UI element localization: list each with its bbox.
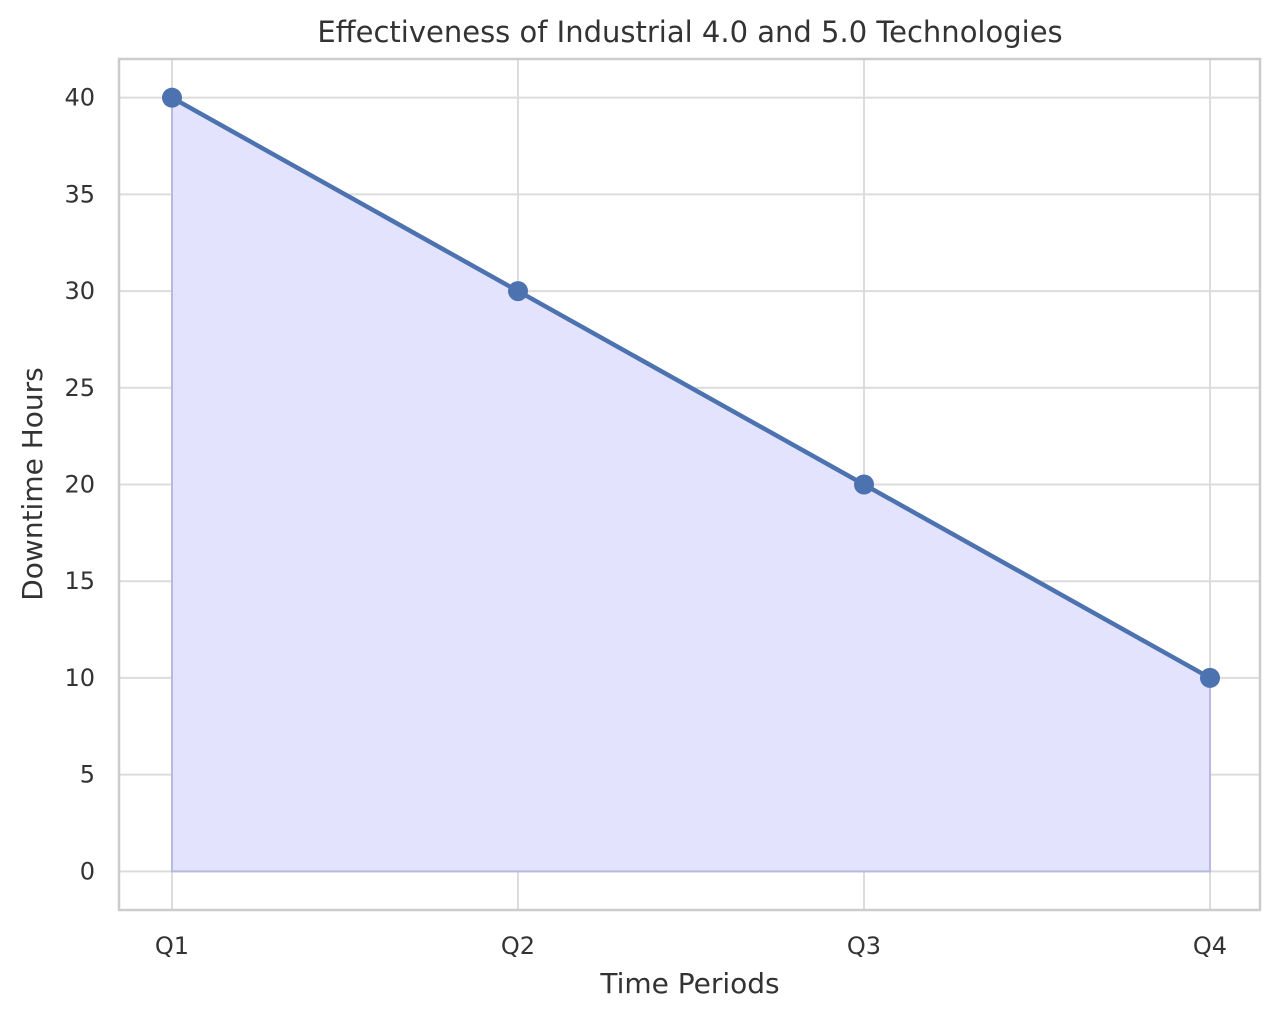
data-point — [162, 87, 182, 108]
x-tick-labels: Q1 Q2 Q3 Q4 — [155, 932, 1227, 960]
x-tick-label: Q2 — [501, 932, 535, 960]
plot-frame — [117, 57, 1262, 912]
data-points — [162, 87, 1220, 688]
y-tick-label: 15 — [64, 567, 95, 595]
x-tick-label: Q3 — [847, 932, 881, 960]
y-tick-label: 40 — [64, 84, 95, 112]
y-axis-label: Downtime Hours — [16, 367, 49, 601]
y-tick-label: 25 — [64, 374, 95, 402]
data-point — [1200, 667, 1220, 688]
y-tick-label: 20 — [64, 471, 95, 499]
y-tick-label: 35 — [64, 180, 95, 208]
y-tick-label: 5 — [80, 761, 95, 789]
chart-title: Effectiveness of Industrial 4.0 and 5.0 … — [317, 15, 1062, 49]
data-point — [508, 281, 528, 302]
y-tick-label: 10 — [64, 664, 95, 692]
x-axis-label: Time Periods — [599, 967, 779, 1000]
y-tick-label: 0 — [80, 857, 95, 885]
x-tick-label: Q1 — [155, 932, 189, 960]
x-tick-label: Q4 — [1193, 932, 1227, 960]
y-tick-labels: 0 5 10 15 20 25 30 35 40 — [64, 84, 95, 886]
data-point — [854, 474, 874, 495]
y-tick-label: 30 — [64, 277, 95, 305]
series-line — [170, 95, 1212, 680]
